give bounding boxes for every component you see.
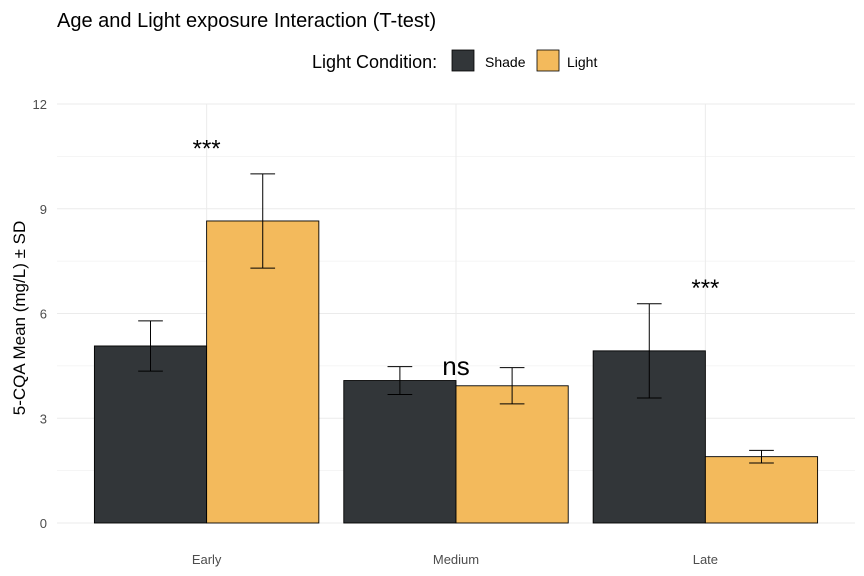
- error-bar: [499, 367, 525, 405]
- y-axis-title: 5-CQA Mean (mg/L) ± SD: [10, 221, 29, 416]
- x-tick-labels: Early Medium Late: [192, 552, 718, 567]
- x-tick-label: Medium: [433, 552, 479, 567]
- error-bar: [749, 449, 774, 464]
- bar-shade-medium: [343, 380, 457, 524]
- significance-label: ***: [193, 135, 221, 162]
- error-bar: [138, 320, 163, 372]
- bar-light-medium: [455, 385, 569, 524]
- x-tick-label: Late: [693, 552, 718, 567]
- significance-annotations: *** ns ***: [193, 135, 720, 380]
- y-tick-label: 9: [40, 202, 47, 217]
- x-tick-label: Early: [192, 552, 222, 567]
- y-tick-label: 6: [40, 307, 47, 322]
- error-bar: [636, 303, 662, 399]
- significance-label: ns: [442, 351, 469, 381]
- legend-label-light: Light: [567, 54, 597, 70]
- chart-title: Age and Light exposure Interaction (T-te…: [57, 10, 436, 32]
- legend-swatch-shade: [451, 49, 475, 72]
- legend: Light Condition: Shade Light: [312, 49, 597, 72]
- y-tick-label: 3: [40, 411, 47, 426]
- legend-title: Light Condition:: [312, 52, 437, 72]
- y-tick-label: 12: [33, 97, 47, 112]
- legend-swatch-light: [536, 49, 560, 72]
- y-tick-labels: 0 3 6 9 12: [33, 97, 47, 531]
- error-bars: [138, 173, 774, 464]
- bar-light-late: [704, 456, 819, 524]
- legend-label-shade: Shade: [485, 54, 526, 70]
- significance-label: ***: [691, 275, 719, 302]
- error-bar: [250, 173, 276, 269]
- y-tick-label: 0: [40, 516, 47, 531]
- error-bar: [387, 366, 413, 396]
- bar-shade-early: [93, 345, 208, 524]
